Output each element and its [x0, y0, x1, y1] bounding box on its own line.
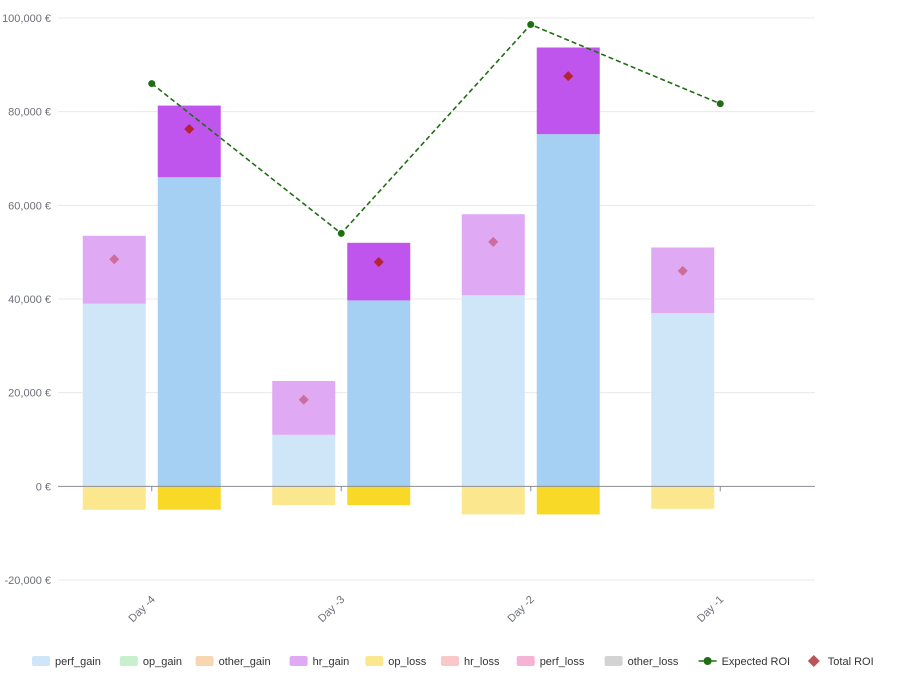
legend-label: other_loss — [628, 656, 679, 668]
y-tick-label: 20,000 € — [8, 388, 51, 400]
legend-swatch — [516, 656, 535, 666]
legend-swatch — [195, 656, 214, 666]
bar-actual-op_loss-1 — [347, 486, 411, 506]
y-tick-label: -20,000 € — [5, 575, 51, 587]
legend-swatch — [119, 656, 138, 666]
legend-item-perf-loss[interactable]: perf_loss — [516, 656, 585, 668]
legend-label: op_loss — [388, 656, 426, 668]
legend-swatch — [441, 656, 459, 666]
bar-actual-hr_gain-2 — [536, 47, 600, 135]
legend-label: hr_gain — [313, 656, 350, 668]
y-tick-label: 80,000 € — [8, 107, 51, 119]
expected-roi-point-3 — [716, 100, 724, 108]
legend-label: op_gain — [143, 656, 182, 668]
bar-expected-perf_gain-2 — [461, 295, 525, 487]
legend-label: Total ROI — [828, 656, 874, 668]
legend-label: perf_gain — [55, 656, 101, 668]
bar-actual-perf_gain-0 — [157, 177, 221, 487]
y-tick-label: 60,000 € — [8, 200, 51, 212]
expected-roi-point-1 — [337, 229, 345, 237]
axis-layer — [58, 485, 815, 492]
x-tick-label: Day -3 — [316, 594, 347, 625]
bar-expected-perf_gain-0 — [82, 303, 146, 487]
total-roi-expected-0 — [109, 254, 120, 265]
x-tick-label: Day -4 — [126, 594, 157, 625]
expected-roi-point-0 — [148, 80, 156, 88]
legend-item-total-roi[interactable]: Total ROI — [807, 655, 874, 668]
legend-label: other_gain — [219, 656, 271, 668]
line-layer — [151, 23, 721, 235]
bar-expected-hr_gain-0 — [82, 235, 146, 304]
legend-swatch — [365, 656, 384, 666]
x-tick-label: Day -1 — [695, 594, 726, 625]
legend-item-other-gain[interactable]: other_gain — [195, 656, 271, 668]
legend-item-hr-loss[interactable]: hr_loss — [441, 656, 500, 668]
bar-actual-op_loss-2 — [536, 486, 600, 515]
total-roi-actual-0 — [184, 123, 195, 134]
legend-label: perf_loss — [540, 656, 585, 668]
bar-actual-perf_gain-2 — [536, 134, 600, 487]
legend-item-expected-roi[interactable]: Expected ROI — [698, 656, 790, 668]
legend-item-op-loss[interactable]: op_loss — [365, 656, 427, 668]
legend-item-hr-gain[interactable]: hr_gain — [289, 656, 350, 668]
bar-expected-perf_gain-3 — [651, 313, 715, 487]
bar-expected-op_loss-3 — [651, 486, 715, 509]
bar-expected-perf_gain-1 — [272, 434, 336, 487]
bar-actual-op_loss-0 — [157, 486, 221, 510]
legend-swatch — [604, 656, 623, 666]
bar-actual-perf_gain-1 — [347, 300, 411, 487]
y-tick-label: 100,000 € — [2, 13, 51, 25]
x-tick-label: Day -2 — [505, 594, 536, 625]
legend-swatch — [32, 656, 50, 666]
total-roi-actual-1 — [373, 257, 384, 268]
legend-label: Expected ROI — [722, 656, 790, 668]
legend-swatch — [289, 656, 308, 666]
y-tick-label: 40,000 € — [8, 294, 51, 306]
bar-actual-hr_gain-0 — [157, 105, 221, 178]
marker-layer — [109, 21, 724, 405]
legend-item-op-gain[interactable]: op_gain — [119, 656, 182, 668]
bar-expected-op_loss-0 — [82, 486, 146, 510]
bar-expected-hr_gain-3 — [651, 247, 715, 314]
bars-layer — [82, 47, 715, 515]
total-roi-expected-3 — [677, 265, 688, 276]
total-roi-expected-2 — [488, 236, 499, 247]
bar-actual-hr_gain-1 — [347, 242, 411, 301]
legend-line-marker — [703, 657, 712, 665]
expected-roi-point-2 — [527, 21, 535, 29]
legend-label: hr_loss — [464, 656, 500, 668]
legend-diamond-swatch — [807, 655, 820, 667]
expected-roi-line — [151, 23, 721, 235]
legend: perf_gain op_gain other_gain hr_gain op_loss… — [32, 655, 874, 668]
total-roi-actual-2 — [563, 71, 574, 82]
legend-item-perf-gain[interactable]: perf_gain — [32, 656, 101, 668]
legend-item-other-loss[interactable]: other_loss — [604, 656, 679, 668]
bar-expected-hr_gain-2 — [461, 214, 525, 296]
bar-expected-op_loss-1 — [272, 486, 336, 506]
bar-expected-op_loss-2 — [461, 486, 525, 515]
total-roi-expected-1 — [298, 394, 309, 405]
y-tick-label: 0 € — [36, 481, 51, 493]
bar-expected-hr_gain-1 — [272, 380, 336, 435]
